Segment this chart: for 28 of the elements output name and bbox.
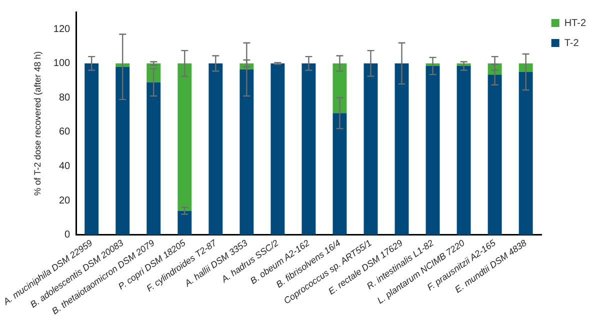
bar	[270, 63, 285, 235]
y-tick-label: 40	[58, 161, 71, 172]
bar	[208, 63, 223, 235]
bar	[84, 63, 99, 235]
y-tick-label: 120	[53, 24, 71, 35]
bar	[332, 63, 347, 114]
bar	[116, 63, 130, 67]
y-tick-label: 60	[58, 126, 71, 138]
bar	[178, 63, 192, 211]
bar	[116, 66, 130, 235]
y-tick-label: 80	[58, 92, 71, 104]
bar	[146, 82, 161, 235]
bar	[394, 63, 409, 235]
y-axis-title: % of T-2 dose recovered (after 48 h)	[32, 51, 42, 196]
bar	[518, 72, 533, 235]
y-tick-label: 20	[58, 195, 71, 206]
legend-label: T-2	[564, 38, 580, 49]
bar	[426, 66, 440, 235]
bar	[488, 74, 502, 235]
bar	[364, 63, 378, 235]
y-tick-label: 0	[64, 230, 71, 241]
bar	[178, 210, 192, 235]
legend-label: HT-2	[564, 18, 586, 29]
bar	[240, 69, 254, 235]
bar	[456, 66, 471, 235]
bar	[302, 63, 316, 235]
bar	[332, 113, 347, 235]
y-tick-label: 100	[53, 58, 71, 70]
